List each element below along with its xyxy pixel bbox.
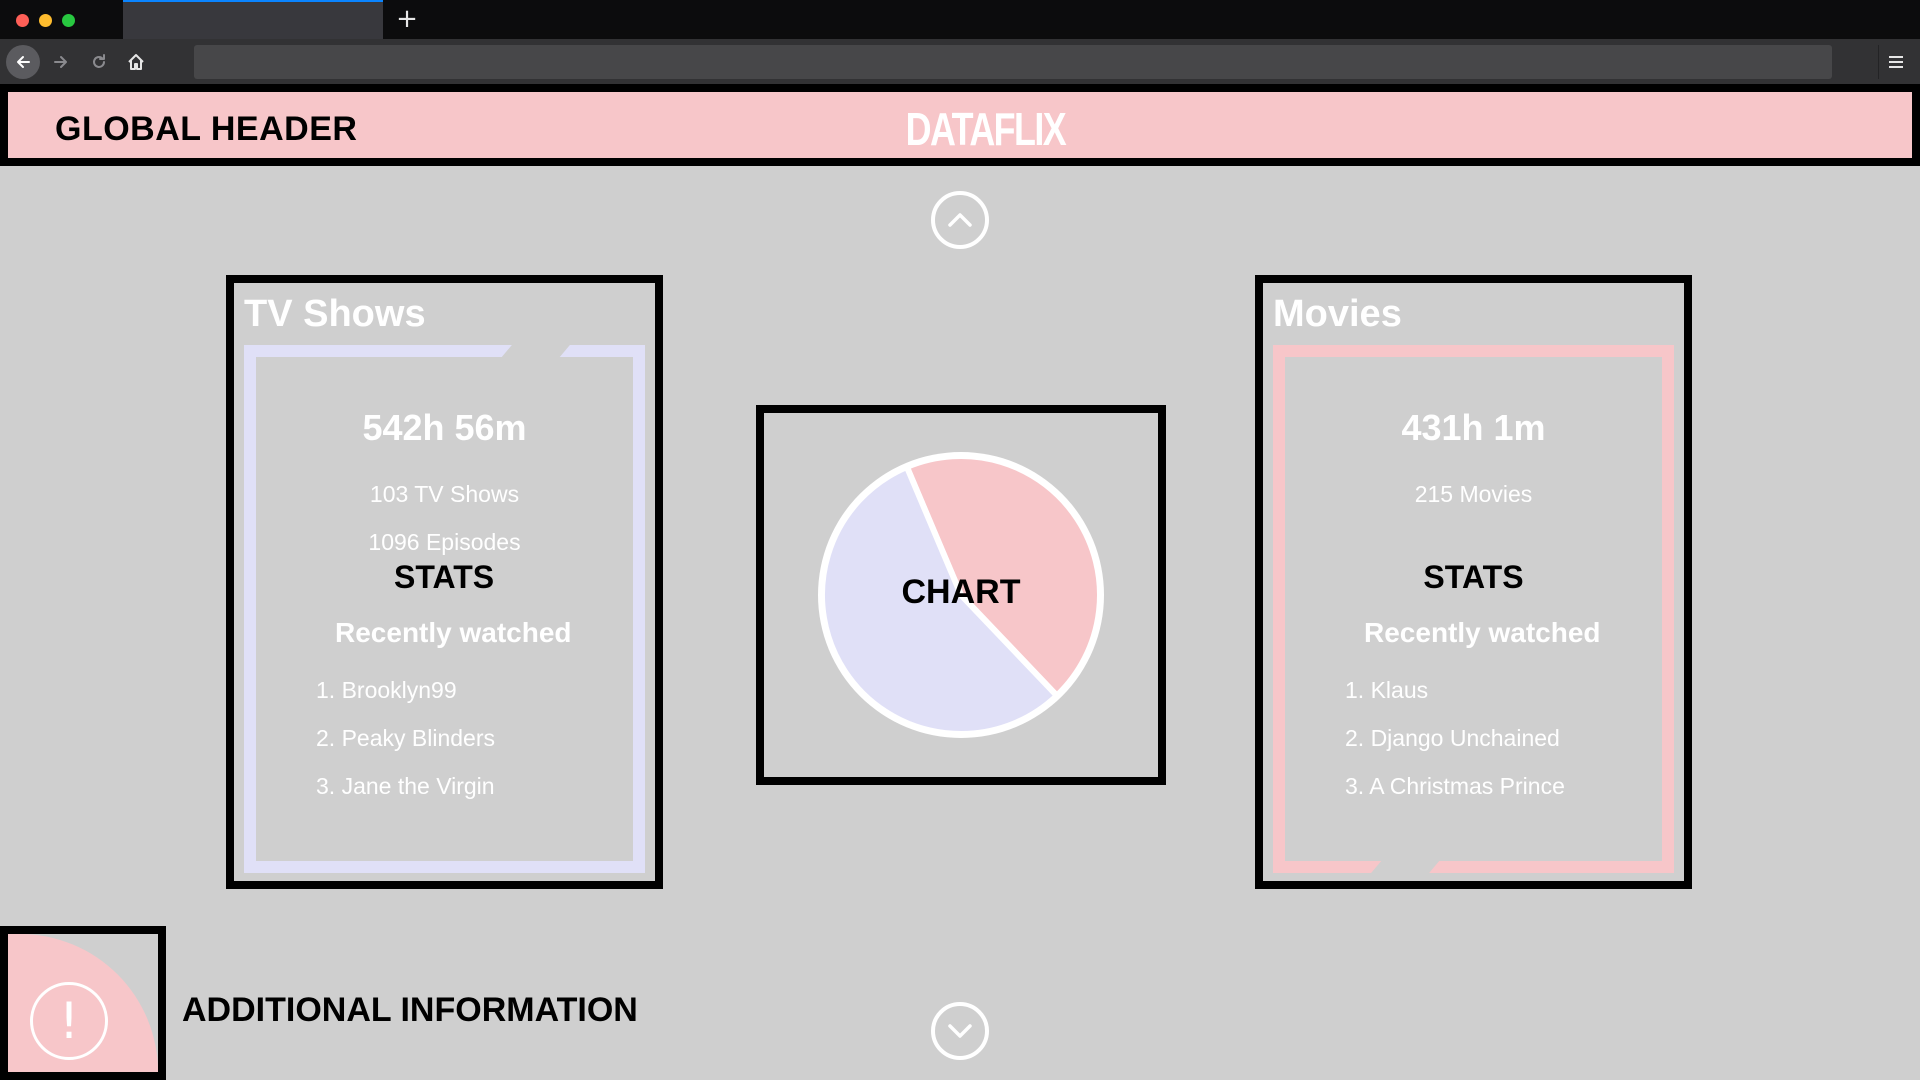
global-header: GLOBAL HEADER DATAFLIX <box>0 84 1920 166</box>
minimize-window-button[interactable] <box>39 14 52 27</box>
menu-button[interactable] <box>1878 45 1912 79</box>
movies-recently-watched-label: Recently watched <box>1364 617 1601 648</box>
active-tab[interactable] <box>123 0 383 39</box>
browser-toolbar <box>0 39 1920 84</box>
hamburger-menu-icon <box>1888 56 1903 68</box>
tv-recently-watched-label: Recently watched <box>335 617 572 648</box>
new-tab-button[interactable]: + <box>396 4 418 34</box>
tv-shows-title: TV Shows <box>244 293 426 335</box>
list-item[interactable]: 1. Brooklyn99 <box>316 677 457 703</box>
home-button[interactable] <box>119 45 153 79</box>
home-icon <box>128 54 144 70</box>
chevron-up-icon <box>948 213 972 227</box>
movies-stats-label: STATS <box>1423 559 1524 595</box>
chart-container: CHART <box>756 405 1166 785</box>
tv-total-time: 542h 56m <box>362 407 527 448</box>
card-notch <box>499 344 571 360</box>
back-button[interactable] <box>6 45 40 79</box>
reload-button[interactable] <box>82 45 116 79</box>
reload-icon <box>93 54 105 68</box>
browser-tab-bar: + <box>0 0 1920 39</box>
chart-label: CHART <box>901 573 1021 611</box>
tv-shows-panel: TV Shows 542h 56m 103 TV Shows 1096 Epis… <box>226 275 663 889</box>
movies-panel: Movies 431h 1m 215 Movies STATS Recently… <box>1255 275 1692 889</box>
arrow-left-icon <box>17 56 30 68</box>
header-label: GLOBAL HEADER <box>55 110 358 148</box>
list-item[interactable]: 2. Django Unchained <box>1345 725 1560 751</box>
tv-shows-card: 542h 56m 103 TV Shows 1096 Episodes STAT… <box>244 344 645 873</box>
close-window-button[interactable] <box>16 14 29 27</box>
url-bar[interactable] <box>194 45 1832 79</box>
exclamation-icon: ! <box>30 982 108 1060</box>
movies-total-time: 431h 1m <box>1401 407 1546 448</box>
scroll-down-button[interactable] <box>931 1002 989 1060</box>
tv-show-count: 103 TV Shows <box>369 481 520 507</box>
pie-slice-tv-shows[interactable] <box>819 463 1060 737</box>
maximize-window-button[interactable] <box>62 14 75 27</box>
pie-slice-movies[interactable] <box>903 453 1103 699</box>
additional-information-label: ADDITIONAL INFORMATION <box>182 991 638 1029</box>
arrow-right-icon <box>54 56 67 68</box>
info-box[interactable]: ! <box>0 926 166 1080</box>
scroll-up-button[interactable] <box>931 191 989 249</box>
pie-chart <box>818 452 1104 738</box>
card-notch <box>1370 858 1442 874</box>
tv-stats-label: STATS <box>394 559 495 595</box>
list-item[interactable]: 3. A Christmas Prince <box>1345 773 1565 799</box>
list-item[interactable]: 3. Jane the Virgin <box>316 773 495 799</box>
list-item[interactable]: 1. Klaus <box>1345 677 1429 703</box>
page: GLOBAL HEADER DATAFLIX TV Shows 542h 56m… <box>0 84 1920 1080</box>
movies-card: 431h 1m 215 Movies STATS Recently watche… <box>1273 345 1674 874</box>
chevron-down-icon <box>948 1024 972 1038</box>
brand-logo[interactable]: DATAFLIX <box>905 103 1067 155</box>
list-item[interactable]: 2. Peaky Blinders <box>316 725 495 751</box>
tv-episode-count: 1096 Episodes <box>368 529 521 555</box>
forward-button[interactable] <box>44 45 78 79</box>
movies-count: 215 Movies <box>1414 481 1533 507</box>
movies-title: Movies <box>1273 293 1402 335</box>
